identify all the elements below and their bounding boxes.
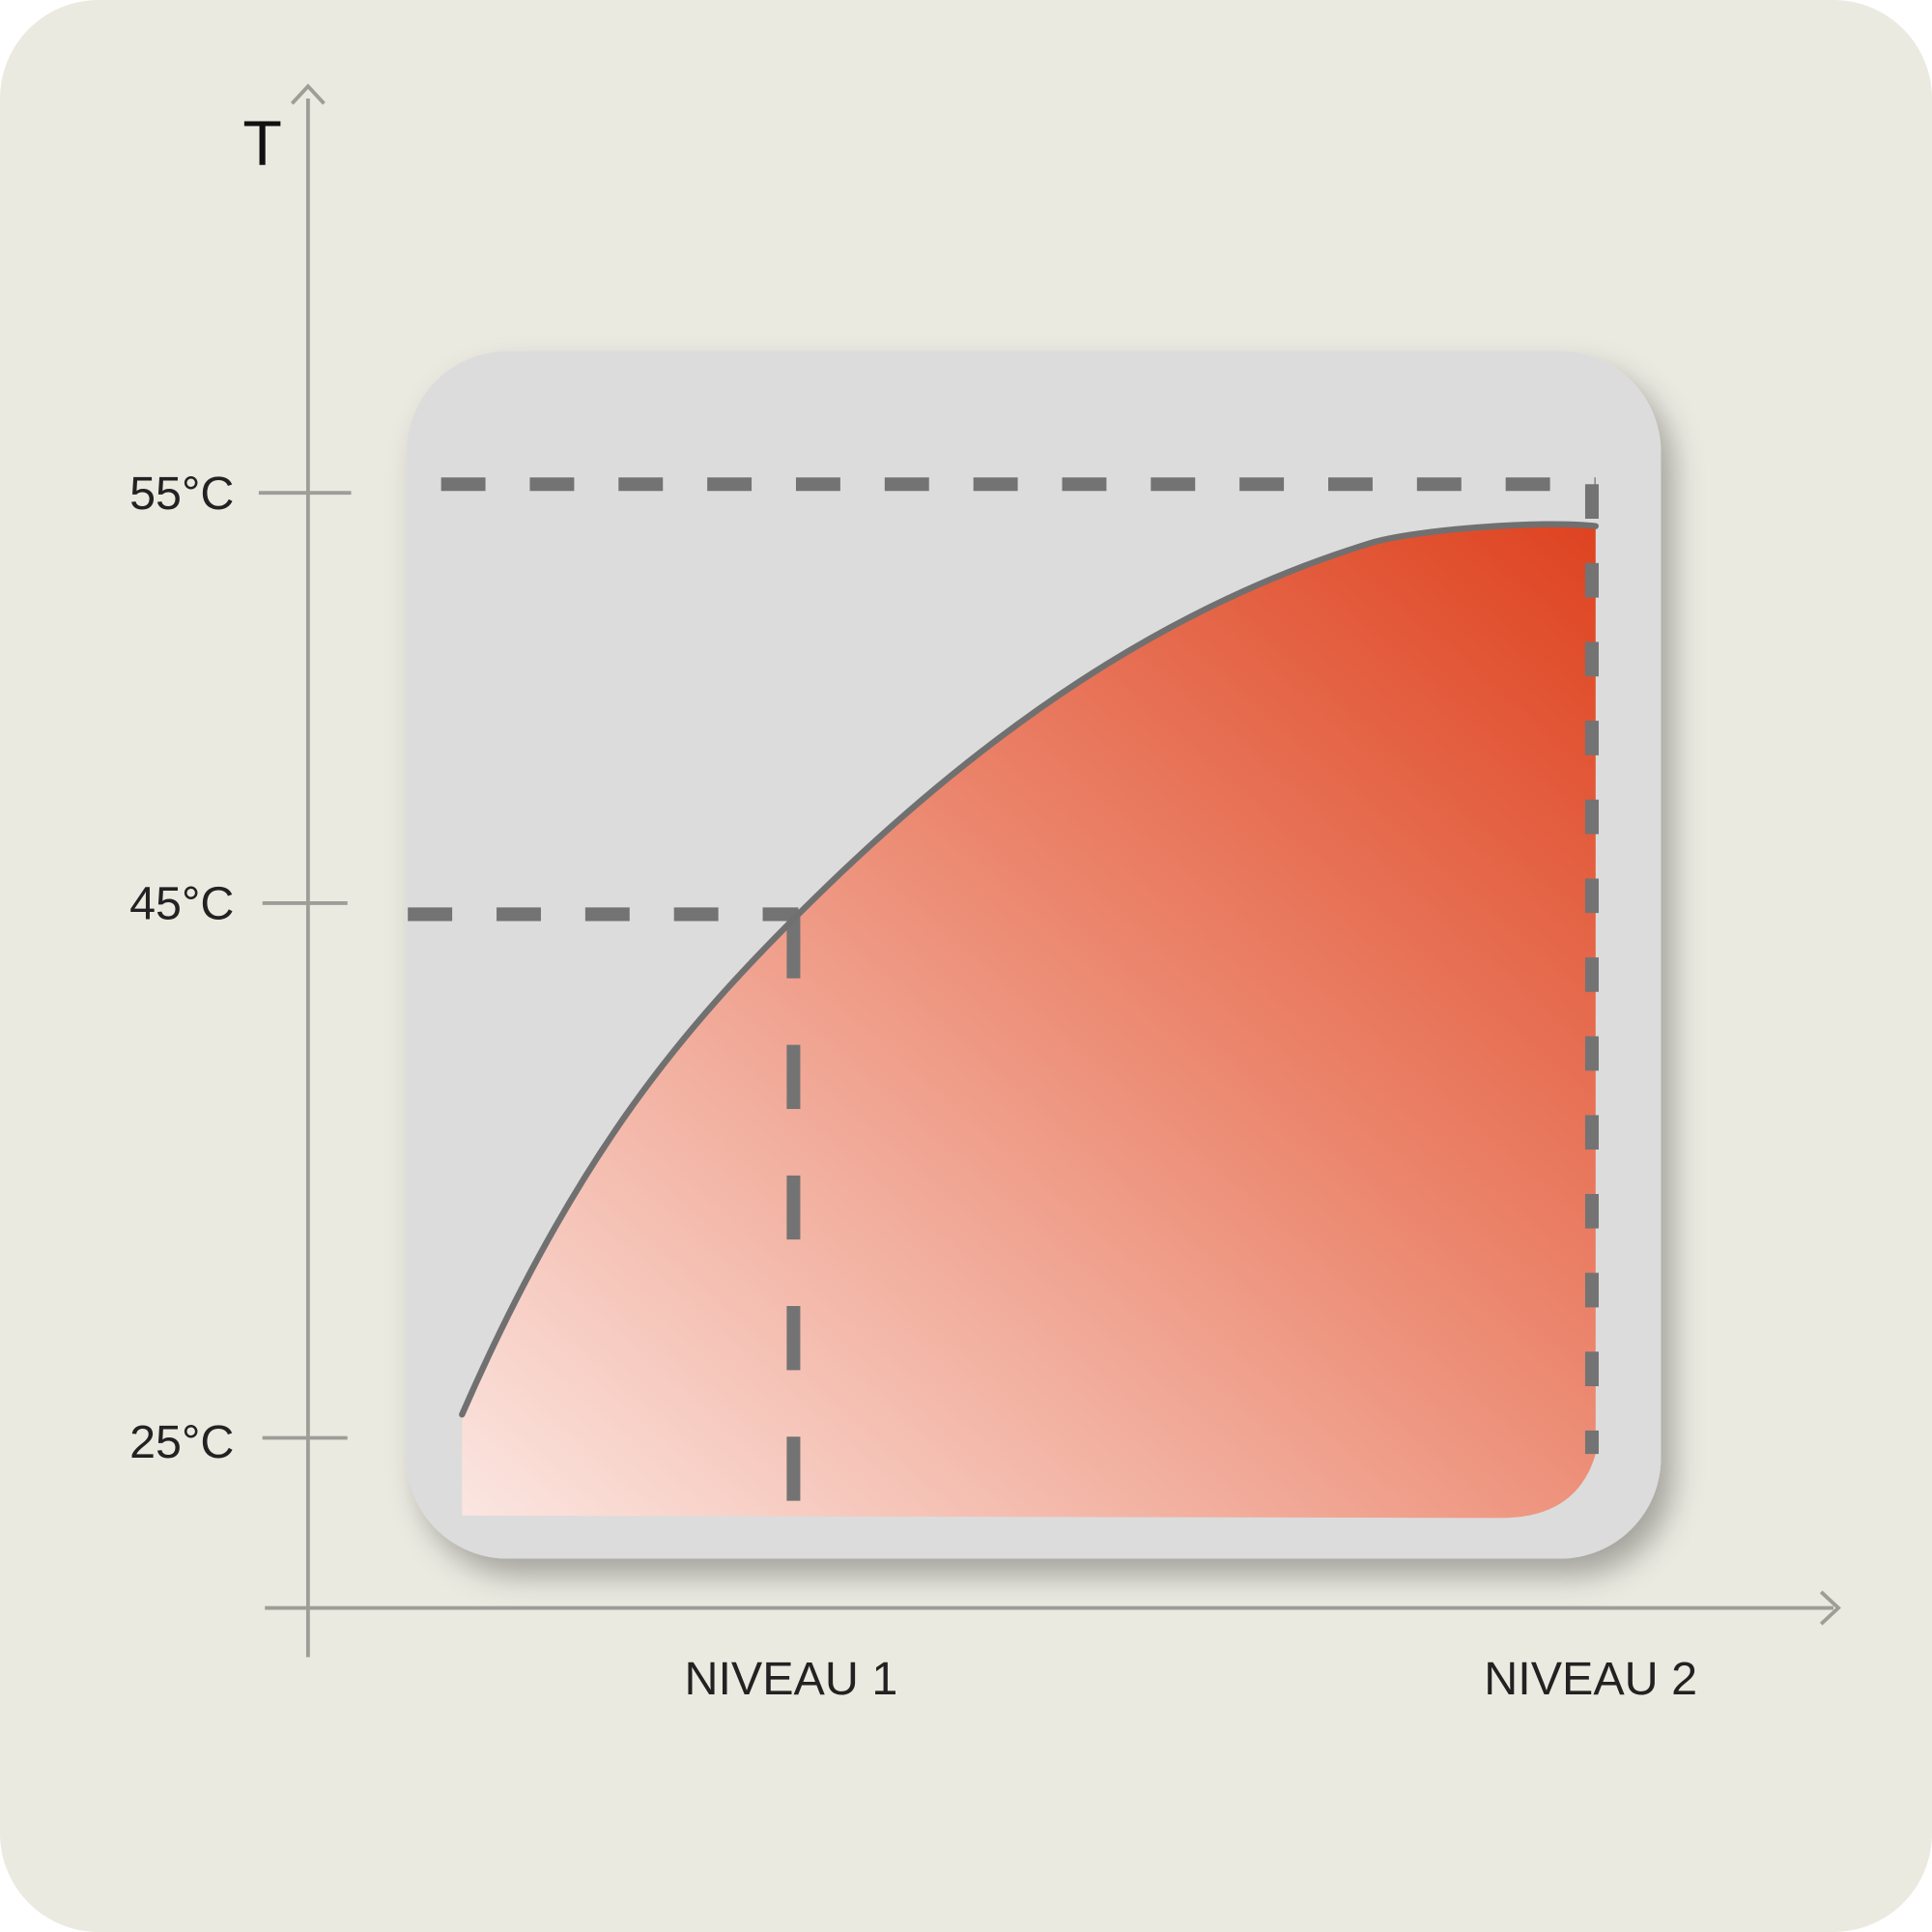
axes — [258, 83, 1841, 1658]
x-label: NIVEAU 2 — [1484, 1653, 1697, 1705]
x-label: NIVEAU 1 — [684, 1653, 897, 1705]
heat-area — [462, 524, 1596, 1519]
curve — [459, 521, 1599, 1418]
y-arrow — [290, 83, 326, 105]
y-tick-label: 45°C — [129, 878, 234, 930]
y-label: T — [242, 108, 282, 180]
guide-lines — [408, 477, 1599, 1514]
x-arrow — [1819, 1590, 1841, 1626]
y-tick-label: 55°C — [129, 468, 234, 520]
y-tick-label: 25°C — [129, 1416, 234, 1468]
